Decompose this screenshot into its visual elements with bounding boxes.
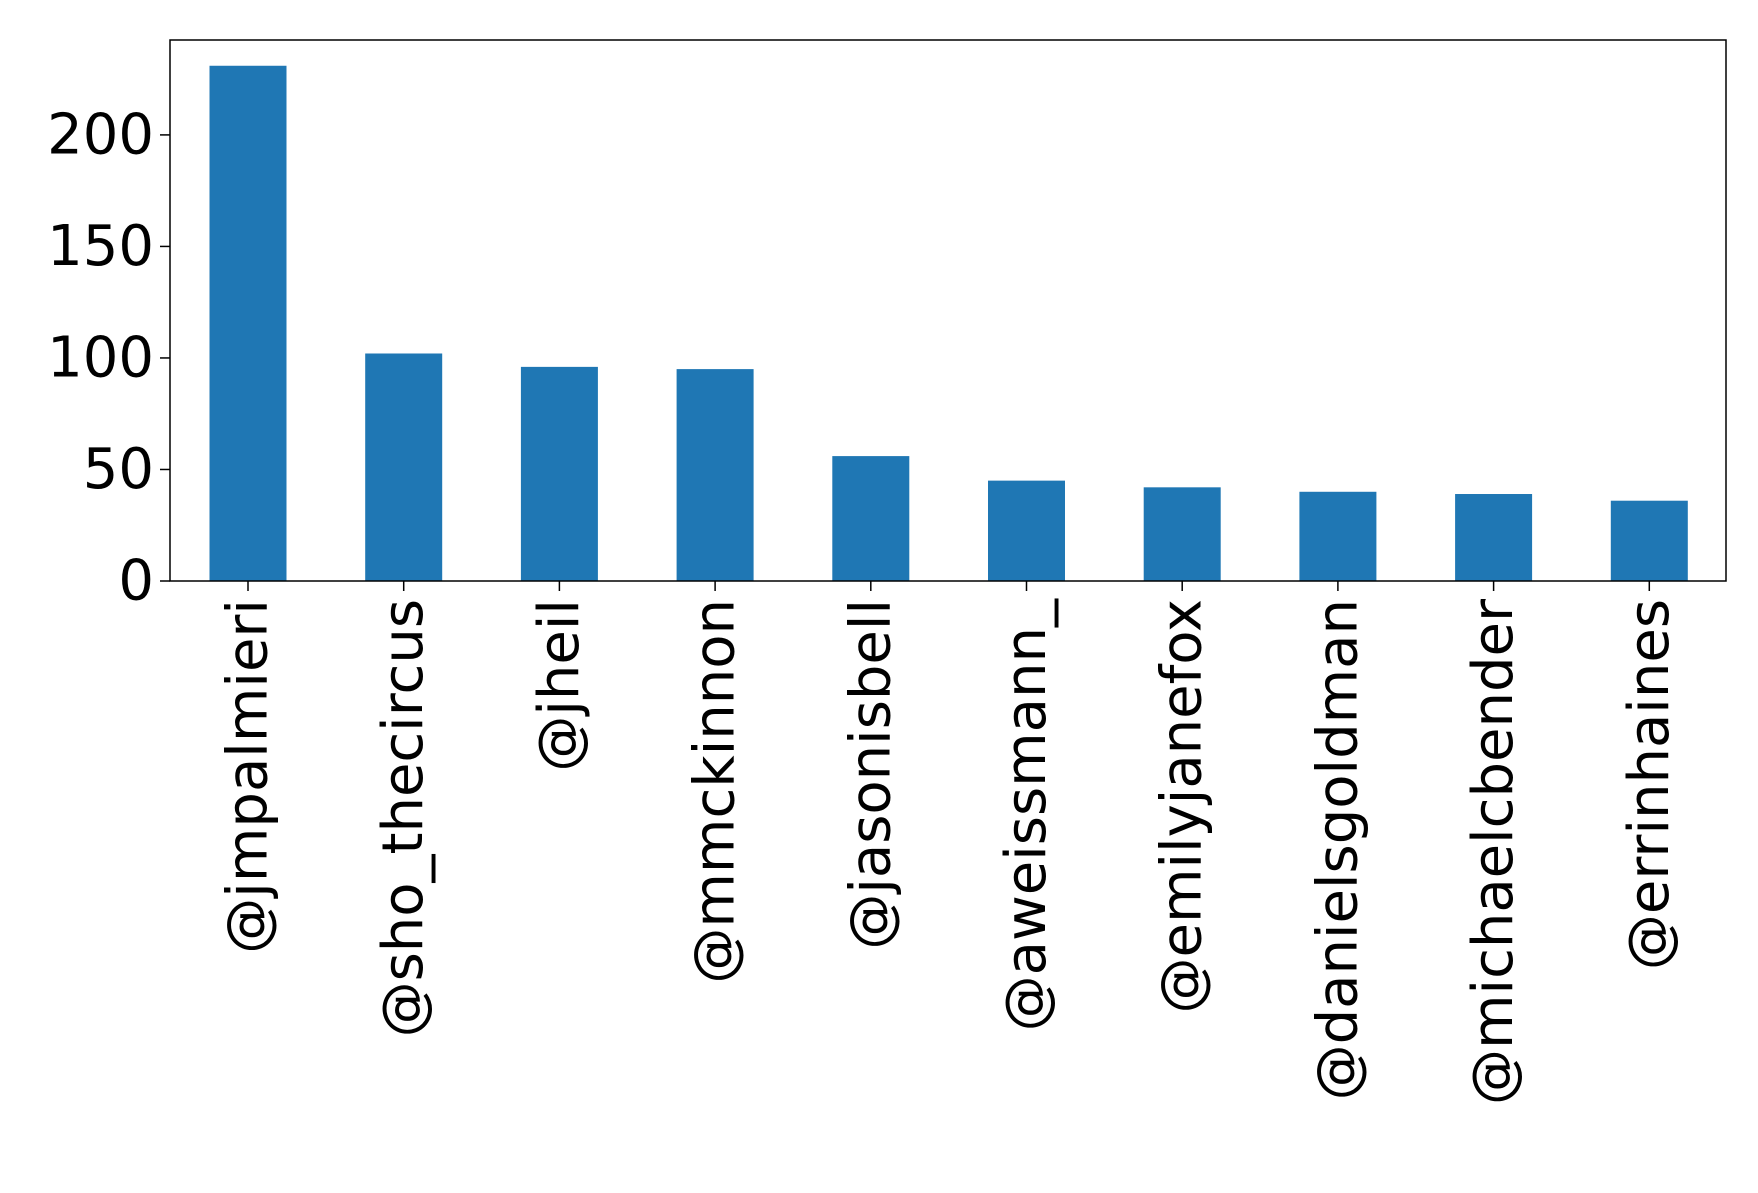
x-tick-label: @sho_thecircus (371, 599, 436, 1037)
x-tick-label: @michaelcbender (1461, 598, 1526, 1105)
x-tick-label: @danielsgoldman (1305, 599, 1370, 1100)
x-tick-label: @emilyjanefox (1150, 599, 1215, 1013)
bar-jmpalmieri (209, 65, 287, 581)
x-tick-label: @jmpalmieri (216, 599, 281, 954)
y-tick-label: 100 (47, 325, 154, 390)
bar-errinhaines (1610, 500, 1688, 581)
x-tick-label: @mmckinnon (683, 599, 748, 984)
bar-mmckinnon (676, 369, 754, 581)
y-tick-label: 0 (118, 549, 154, 614)
x-axis: @jmpalmieri @sho_thecircus @jheil @mmckinno… (216, 581, 1682, 1105)
bar-emilyjanefox (1143, 487, 1221, 581)
x-tick-label: @aweissmann_ (994, 598, 1059, 1031)
bar-jheil (520, 366, 598, 581)
bar-aweissmann- (988, 480, 1065, 581)
x-tick-label: @jheil (527, 599, 592, 772)
bar-michaelcbender (1455, 494, 1533, 581)
bar-sho-thecircus (365, 353, 443, 581)
y-tick-label: 150 (47, 214, 154, 279)
x-tick-label: @errinhaines (1617, 599, 1682, 970)
bars (209, 65, 1688, 581)
y-axis: 0 50 100 150 200 (47, 102, 170, 614)
bar-danielsgoldman (1299, 491, 1377, 581)
y-tick-label: 200 (47, 102, 154, 167)
bar-jasonisbell (832, 456, 910, 581)
y-tick-label: 50 (83, 437, 154, 502)
x-tick-label: @jasonisbell (838, 599, 903, 950)
plot-frame (169, 39, 1727, 582)
